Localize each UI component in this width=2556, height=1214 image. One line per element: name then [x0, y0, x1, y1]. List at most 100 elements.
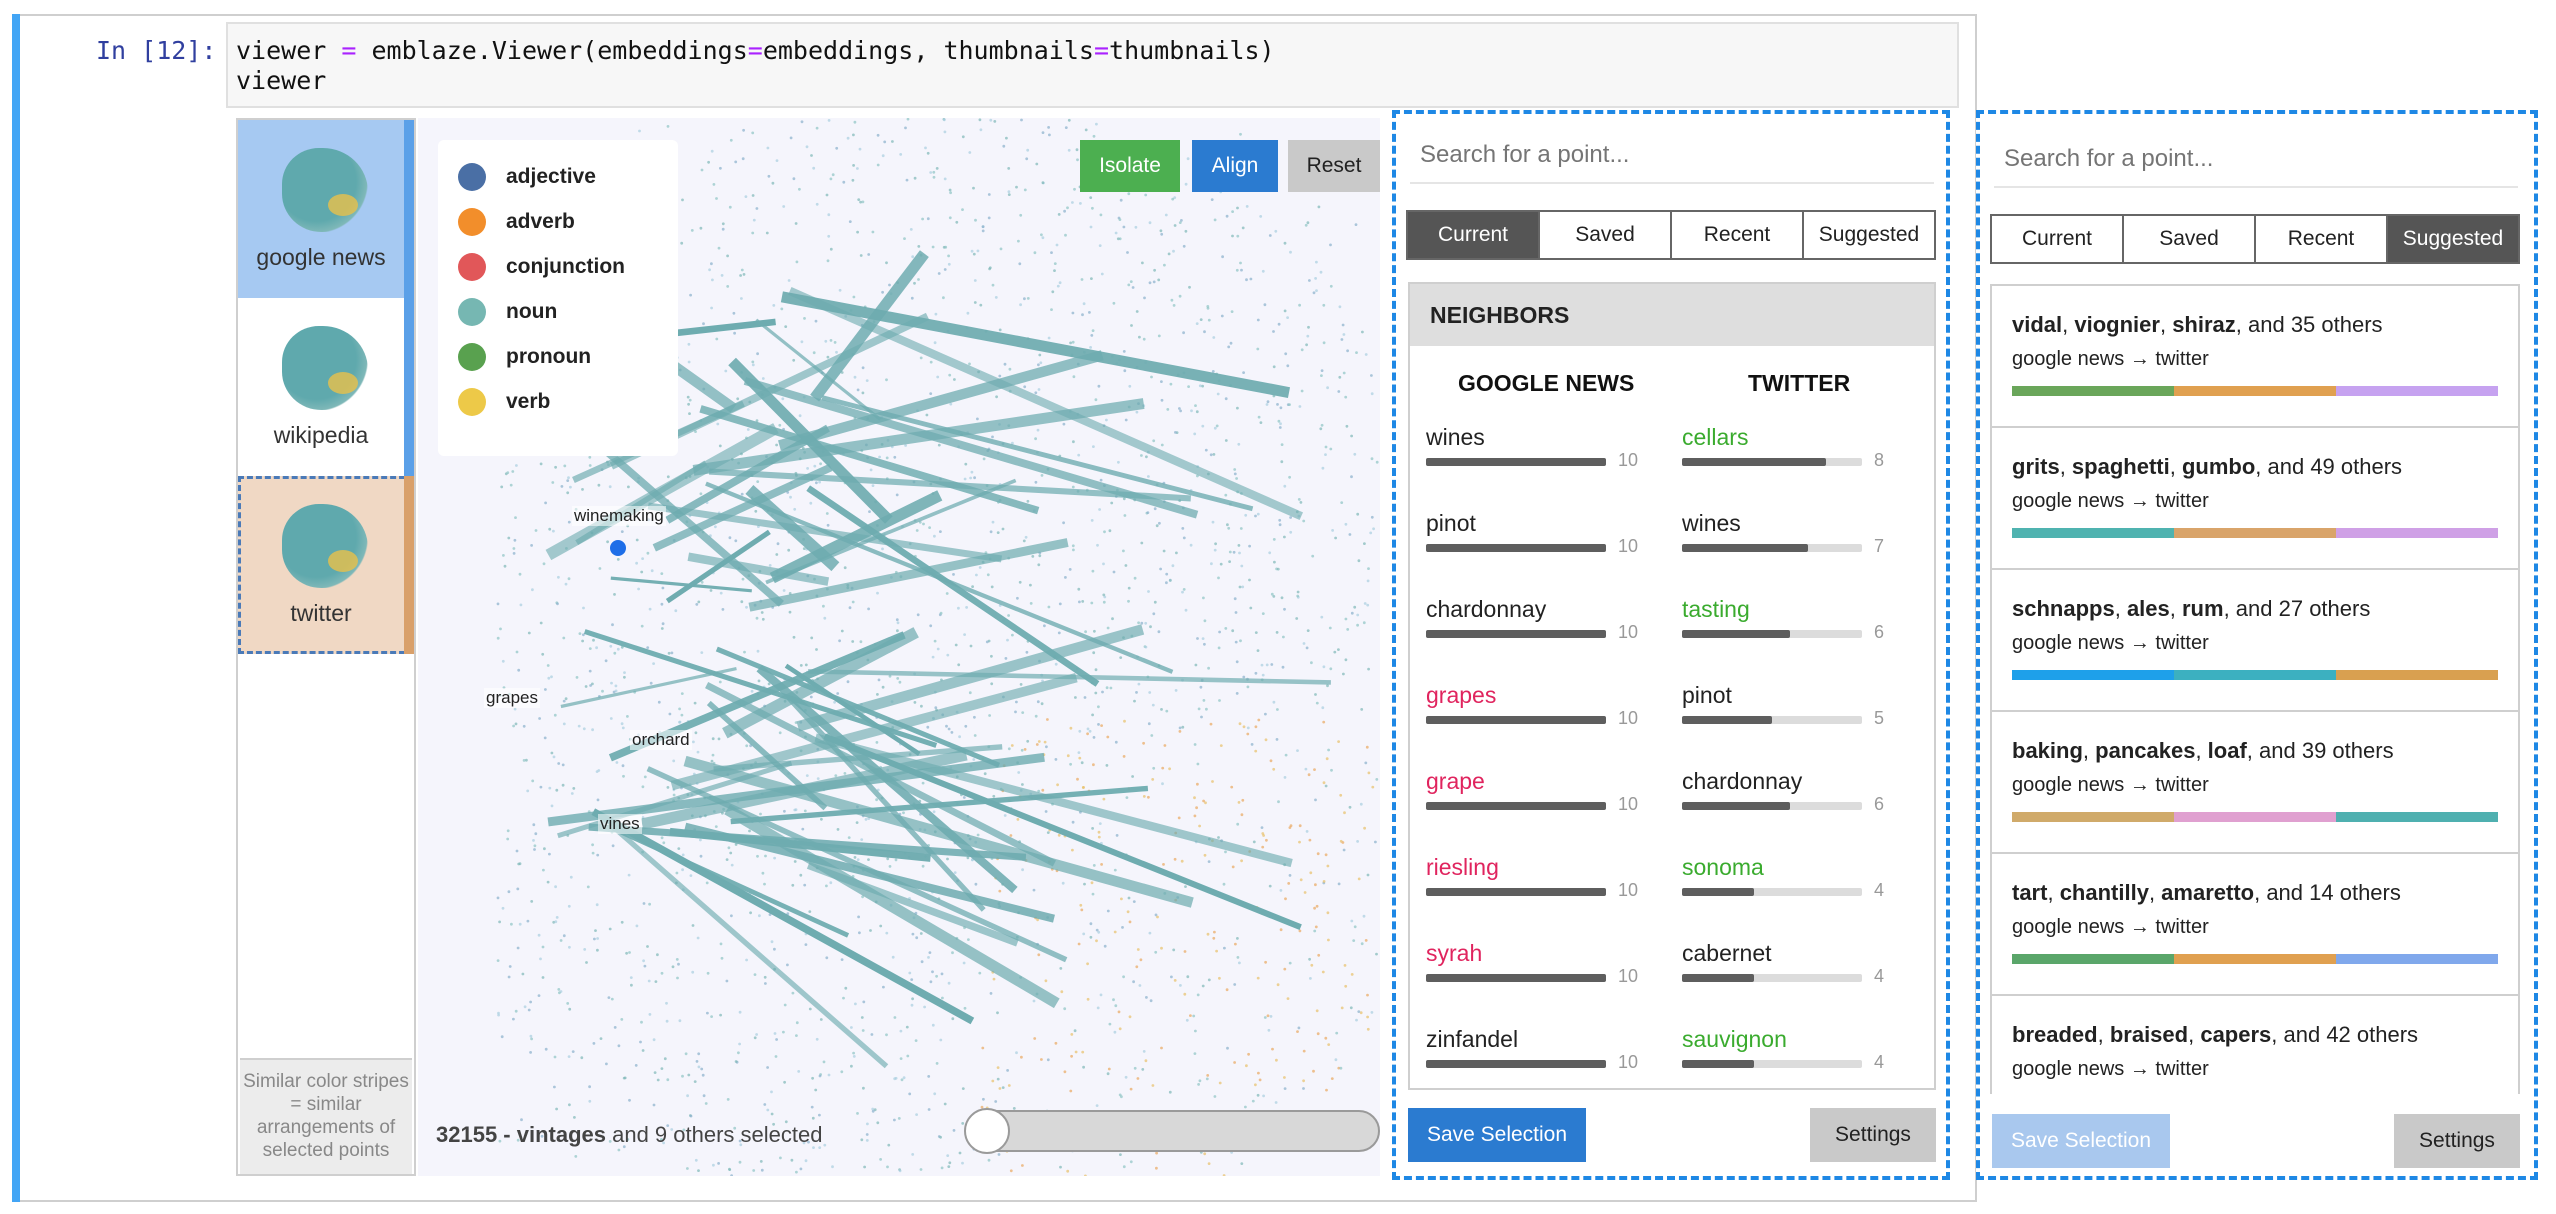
neighbor-bar-fill: [1682, 544, 1808, 552]
tab-suggested[interactable]: Suggested: [2388, 216, 2518, 262]
neighbor-word: cabernet: [1682, 940, 1772, 966]
neighbor-item[interactable]: grape 10: [1426, 768, 1656, 852]
legend-item[interactable]: pronoun: [458, 342, 591, 372]
tab-saved[interactable]: Saved: [1540, 212, 1672, 258]
suggestion-word: tart: [2012, 880, 2048, 905]
legend-dot-icon: [458, 388, 486, 416]
settings-button[interactable]: Settings: [2394, 1114, 2520, 1168]
suggestion-title: grits, spaghetti, gumbo, and 49 others: [2012, 454, 2403, 479]
save-selection-button[interactable]: Save Selection: [1408, 1108, 1586, 1162]
neighbor-count: 5: [1874, 708, 1885, 728]
neighbor-count: 6: [1874, 794, 1885, 814]
neighbor-item[interactable]: pinot 10: [1426, 510, 1656, 594]
neighbor-bar: [1426, 458, 1606, 466]
suggestion-word: rum: [2182, 596, 2224, 621]
neighbor-item[interactable]: cellars 8: [1682, 424, 1912, 508]
suggestion-card[interactable]: grits, spaghetti, gumbo, and 49 others go…: [1990, 428, 2520, 570]
neighbor-bar-fill: [1682, 458, 1826, 466]
frame-slider[interactable]: [966, 1110, 1380, 1152]
neighbor-item[interactable]: wines 7: [1682, 510, 1912, 594]
save-selection-button[interactable]: Save Selection: [1992, 1114, 2170, 1168]
legend: adjective adverb conjunction noun pronou…: [438, 140, 678, 456]
legend-label: adjective: [506, 165, 596, 188]
suggestion-rest: , and 27 others: [2223, 596, 2371, 621]
neighbor-item[interactable]: riesling 10: [1426, 854, 1656, 938]
reset-button[interactable]: Reset: [1288, 140, 1380, 192]
suggestion-word: loaf: [2207, 738, 2247, 763]
legend-item[interactable]: adjective: [458, 162, 596, 192]
align-button[interactable]: Align: [1192, 140, 1278, 192]
suggestion-title: tart, chantilly, amaretto, and 14 others: [2012, 880, 2401, 905]
legend-item[interactable]: noun: [458, 297, 557, 327]
point-label[interactable]: orchard: [630, 730, 692, 750]
search-input[interactable]: [1994, 132, 2518, 188]
suggestion-word: gumbo: [2181, 454, 2256, 479]
neighbor-word: wines: [1682, 510, 1741, 536]
neighbor-bar-fill: [1682, 802, 1790, 810]
suggestion-card[interactable]: vidal, viognier, shiraz, and 35 others go…: [1990, 286, 2520, 428]
thumbnail-twitter[interactable]: twitter: [238, 476, 414, 654]
neighbor-bar-fill: [1426, 802, 1606, 810]
neighbor-item[interactable]: chardonnay 6: [1682, 768, 1912, 852]
neighbor-item[interactable]: grapes 10: [1426, 682, 1656, 766]
legend-item[interactable]: conjunction: [458, 252, 625, 282]
suggestion-list: vidal, viognier, shiraz, and 35 others go…: [1990, 284, 2520, 1094]
legend-item[interactable]: adverb: [458, 207, 575, 237]
neighbor-bar-fill: [1426, 888, 1606, 896]
neighbor-item[interactable]: syrah 10: [1426, 940, 1656, 1024]
settings-button[interactable]: Settings: [1810, 1108, 1936, 1162]
search-input[interactable]: [1410, 128, 1934, 184]
neighbor-bar: [1682, 802, 1862, 810]
code-editor[interactable]: viewer = emblaze.Viewer(embeddings=embed…: [226, 22, 1959, 108]
code-text: embeddings, thumbnails: [762, 36, 1094, 65]
neighbor-item[interactable]: sauvignon 4: [1682, 1026, 1912, 1110]
tab-saved[interactable]: Saved: [2124, 216, 2256, 262]
stripe-segment: [2336, 954, 2498, 964]
suggestion-word: spaghetti: [2071, 454, 2170, 479]
sidebar-neighbors: Current Saved Recent Suggested NEIGHBORS…: [1392, 110, 1950, 1180]
suggestion-card[interactable]: breaded, braised, capers, and 42 others g…: [1990, 996, 2520, 1094]
neighbor-count: 7: [1874, 536, 1885, 556]
suggestion-card[interactable]: baking, pancakes, loaf, and 39 others goo…: [1990, 712, 2520, 854]
embedding-thumbnail-image: [282, 504, 368, 588]
tab-current[interactable]: Current: [1408, 212, 1540, 258]
stripe-segment: [2012, 954, 2174, 964]
suggestion-word: viognier: [2074, 312, 2160, 337]
tab-current[interactable]: Current: [1992, 216, 2124, 262]
neighbor-bar-fill: [1426, 458, 1606, 466]
neighbor-item[interactable]: tasting 6: [1682, 596, 1912, 680]
isolate-button[interactable]: Isolate: [1080, 140, 1180, 192]
suggestion-transition: google news → twitter: [2012, 916, 2209, 938]
thumbnail-google-news[interactable]: google news: [238, 120, 414, 298]
slider-handle[interactable]: [964, 1108, 1010, 1154]
code-operator: =: [747, 36, 763, 65]
neighbor-item[interactable]: cabernet 4: [1682, 940, 1912, 1024]
tab-recent[interactable]: Recent: [2256, 216, 2388, 262]
neighbor-item[interactable]: pinot 5: [1682, 682, 1912, 766]
cell-selection-bar: [12, 14, 20, 1202]
neighbor-item[interactable]: chardonnay 10: [1426, 596, 1656, 680]
thumbnail-wikipedia[interactable]: wikipedia: [238, 298, 414, 476]
neighbor-word: wines: [1426, 424, 1485, 450]
neighbor-item[interactable]: zinfandel 10: [1426, 1026, 1656, 1110]
selection-rest: and 9 others selected: [605, 1122, 823, 1147]
suggestion-card[interactable]: schnapps, ales, rum, and 27 others google…: [1990, 570, 2520, 712]
legend-item[interactable]: verb: [458, 387, 550, 417]
neighbor-item[interactable]: wines 10: [1426, 424, 1656, 508]
neighbor-bar: [1682, 974, 1862, 982]
point-label[interactable]: winemaking: [572, 506, 666, 526]
suggestion-word: shiraz: [2172, 312, 2236, 337]
neighbor-count: 10: [1618, 966, 1639, 986]
tab-recent[interactable]: Recent: [1672, 212, 1804, 258]
neighbor-word: tasting: [1682, 596, 1750, 622]
neighbor-bar-fill: [1682, 888, 1754, 896]
suggestion-card[interactable]: tart, chantilly, amaretto, and 14 others…: [1990, 854, 2520, 996]
neighbor-word: chardonnay: [1426, 596, 1547, 622]
neighbor-item[interactable]: sonoma 4: [1682, 854, 1912, 938]
point-label[interactable]: grapes: [484, 688, 540, 708]
tab-suggested[interactable]: Suggested: [1804, 212, 1934, 258]
point-label[interactable]: vines: [598, 814, 642, 834]
selected-point[interactable]: [610, 540, 626, 556]
neighbor-count: 10: [1618, 622, 1639, 642]
suggestion-word: grits: [2012, 454, 2060, 479]
